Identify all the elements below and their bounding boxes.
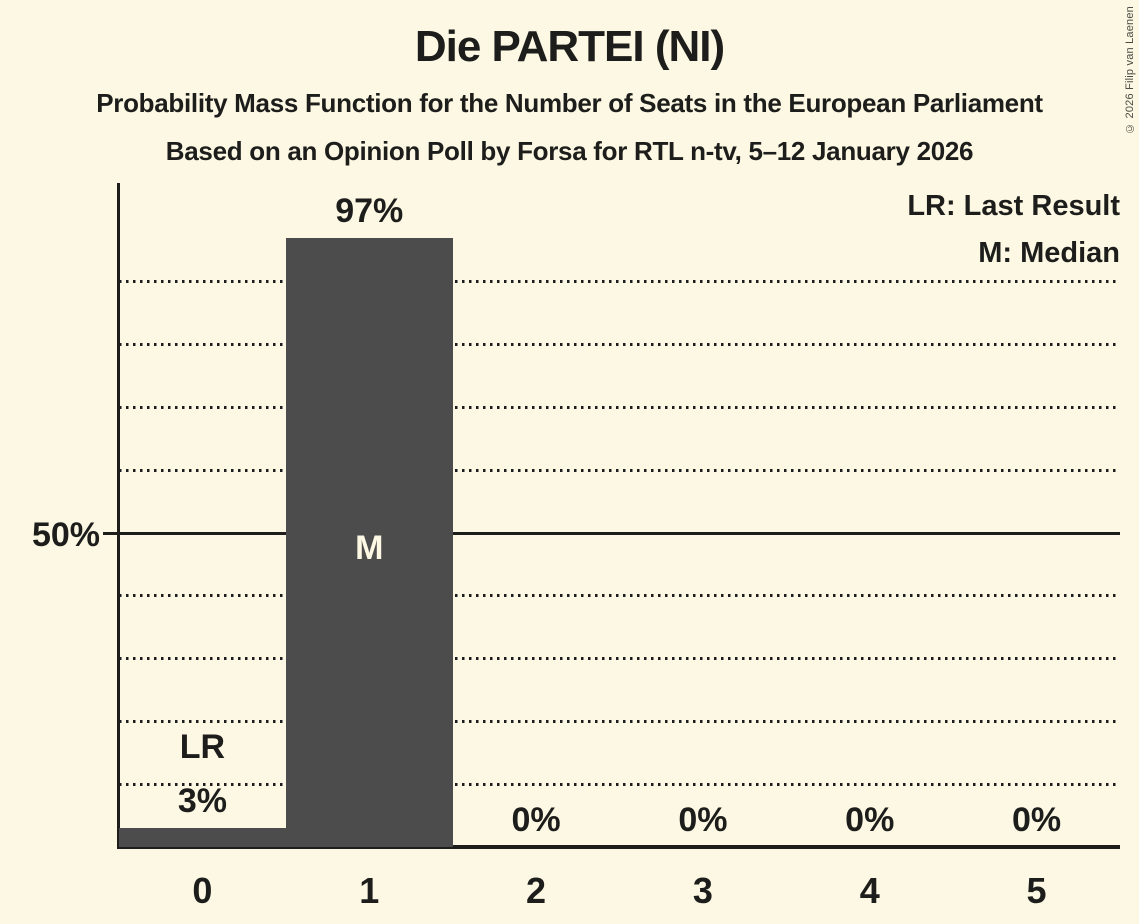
chart-subsubtitle: Based on an Opinion Poll by Forsa for RT… xyxy=(165,136,974,166)
gridline-20 xyxy=(119,719,1120,723)
x-tick-label-4: 4 xyxy=(859,870,880,911)
y-axis-50-label: 50% xyxy=(31,516,100,554)
gridline-70 xyxy=(119,405,1120,409)
legend: LR: Last Result M: Median xyxy=(907,183,1120,277)
value-label-seats-1: 97% xyxy=(335,191,404,230)
annotation-lr: LR xyxy=(179,728,226,767)
chart-title: Die PARTEI (NI) xyxy=(414,22,725,71)
annotation-m: M xyxy=(355,529,384,567)
copyright-notice: © 2026 Filip van Laenen xyxy=(1124,6,1136,134)
plot-area: 3% LR 0 97% M 1 0% 2 0% 3 0% 4 0% 5 xyxy=(103,183,1120,911)
gridline-10 xyxy=(119,782,1120,786)
x-tick-label-1: 1 xyxy=(359,870,380,911)
chart-subtitle: Probability Mass Function for the Number… xyxy=(96,88,1043,118)
x-tick-label-5: 5 xyxy=(1026,870,1047,911)
bar-seats-1 xyxy=(285,237,453,847)
legend-last-result-label: LR: Last Result xyxy=(907,190,1120,222)
gridline-60 xyxy=(119,468,1120,472)
bar-seats-0 xyxy=(119,828,286,847)
solid-gridline-50 xyxy=(103,531,1120,535)
gridline-30 xyxy=(119,657,1120,661)
value-label-seats-0: 3% xyxy=(177,782,227,821)
legend-median-label: M: Median xyxy=(978,237,1120,269)
gridline-80 xyxy=(119,343,1120,347)
x-tick-label-0: 0 xyxy=(192,870,213,911)
value-label-seats-4: 0% xyxy=(845,801,895,839)
x-tick-label-2: 2 xyxy=(526,870,547,911)
x-tick-label-3: 3 xyxy=(692,870,713,911)
gridline-40 xyxy=(119,594,1120,598)
value-label-seats-5: 0% xyxy=(1012,801,1062,839)
x-axis-line xyxy=(119,845,1120,849)
y-axis-line xyxy=(117,183,120,849)
value-label-seats-2: 0% xyxy=(511,801,561,839)
value-label-seats-3: 0% xyxy=(678,801,728,839)
gridline-90 xyxy=(119,280,1120,284)
